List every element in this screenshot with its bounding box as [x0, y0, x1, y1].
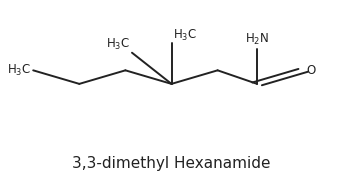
Text: H$_3$C: H$_3$C	[173, 27, 197, 43]
Text: H$_3$C: H$_3$C	[8, 63, 32, 78]
Text: H$_3$C: H$_3$C	[106, 37, 130, 52]
Text: 3,3-dimethyl Hexanamide: 3,3-dimethyl Hexanamide	[72, 156, 271, 171]
Text: O: O	[307, 64, 316, 77]
Text: H$_2$N: H$_2$N	[245, 32, 269, 47]
